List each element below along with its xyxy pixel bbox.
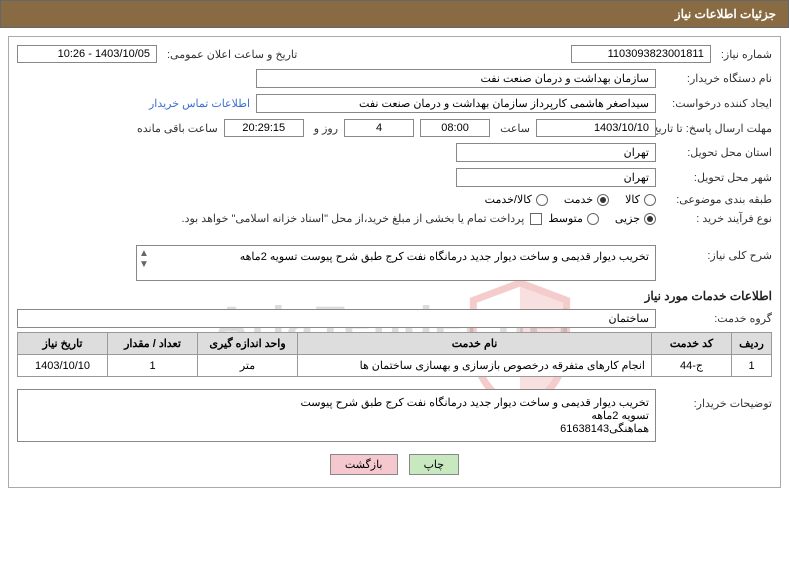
row-category: طبقه بندی موضوعی: کالا خدمت کالا/خدمت — [17, 193, 772, 206]
buyer-notes-line1: تخریب دیوار قدیمی و ساخت دیوار جدید درما… — [24, 396, 649, 409]
row-need-desc: شرح کلی نیاز: ▲▼ تخریب دیوار قدیمی و ساخ… — [17, 245, 772, 281]
row-buyer-org: نام دستگاه خریدار: سازمان بهداشت و درمان… — [17, 69, 772, 88]
row-buyer-notes: توضیحات خریدار: تخریب دیوار قدیمی و ساخت… — [17, 383, 772, 442]
treasury-checkbox[interactable] — [530, 213, 542, 225]
buyer-org-label: نام دستگاه خریدار: — [662, 72, 772, 85]
deadline-label: مهلت ارسال پاسخ: تا تاریخ: — [662, 122, 772, 135]
radio-medium-label: متوسط — [548, 212, 583, 225]
print-button[interactable]: چاپ — [409, 454, 460, 475]
city-label: شهر محل تحویل: — [662, 171, 772, 184]
page-title: جزئیات اطلاعات نیاز — [675, 7, 776, 21]
radio-icon — [597, 194, 609, 206]
province-label: استان محل تحویل: — [662, 146, 772, 159]
row-province: استان محل تحویل: تهران — [17, 143, 772, 162]
announce-date-field: 1403/10/05 - 10:26 — [17, 45, 157, 63]
back-button[interactable]: بازگشت — [330, 454, 398, 475]
deadline-time-field: 08:00 — [420, 119, 490, 137]
th-qty: تعداد / مقدار — [108, 333, 198, 355]
province-field: تهران — [456, 143, 656, 162]
radio-icon — [536, 194, 548, 206]
th-name: نام خدمت — [298, 333, 652, 355]
cell-unit: متر — [198, 355, 298, 377]
th-date: تاریخ نیاز — [18, 333, 108, 355]
main-panel: AriaTender.net شماره نیاز: 1103093823001… — [8, 36, 781, 488]
cell-name: انجام کارهای متفرقه درخصوص بازسازی و بهس… — [298, 355, 652, 377]
table-header-row: ردیف کد خدمت نام خدمت واحد اندازه گیری ت… — [18, 333, 772, 355]
announce-date-label: تاریخ و ساعت اعلان عمومی: — [163, 48, 297, 61]
row-requester: ایجاد کننده درخواست: سیداصغر هاشمی کارپر… — [17, 94, 772, 113]
buyer-notes-field: تخریب دیوار قدیمی و ساخت دیوار جدید درما… — [17, 389, 656, 442]
buyer-contact-link[interactable]: اطلاعات تماس خریدار — [149, 97, 250, 110]
row-service-group: گروه خدمت: ساختمان — [17, 309, 772, 328]
radio-icon — [587, 213, 599, 225]
cell-row: 1 — [732, 355, 772, 377]
th-code: کد خدمت — [652, 333, 732, 355]
radio-goods-label: کالا — [625, 193, 640, 206]
service-group-field: ساختمان — [17, 309, 656, 328]
cell-date: 1403/10/10 — [18, 355, 108, 377]
th-unit: واحد اندازه گیری — [198, 333, 298, 355]
table-row: 1 ج-44 انجام کارهای متفرقه درخصوص بازساز… — [18, 355, 772, 377]
row-city: شهر محل تحویل: تهران — [17, 168, 772, 187]
need-desc-field: ▲▼ تخریب دیوار قدیمی و ساخت دیوار جدید د… — [136, 245, 656, 281]
row-need-number: شماره نیاز: 1103093823001811 تاریخ و ساع… — [17, 45, 772, 63]
buyer-org-field: سازمان بهداشت و درمان صنعت نفت — [256, 69, 656, 88]
need-desc-label: شرح کلی نیاز: — [662, 245, 772, 262]
category-label: طبقه بندی موضوعی: — [662, 193, 772, 206]
requester-label: ایجاد کننده درخواست: — [662, 97, 772, 110]
radio-partial-label: جزیی — [615, 212, 640, 225]
page-header: جزئیات اطلاعات نیاز — [0, 0, 789, 28]
buyer-notes-line2: تسویه 2ماهه — [24, 409, 649, 422]
services-table: ردیف کد خدمت نام خدمت واحد اندازه گیری ت… — [17, 332, 772, 377]
need-number-field: 1103093823001811 — [571, 45, 711, 63]
buyer-notes-line3: هماهنگی61638143 — [24, 422, 649, 435]
days-and-label: روز و — [310, 122, 338, 135]
time-label: ساعت — [496, 122, 530, 135]
need-number-label: شماره نیاز: — [717, 48, 772, 61]
remaining-label: ساعت باقی مانده — [133, 122, 218, 135]
service-group-label: گروه خدمت: — [662, 312, 772, 325]
radio-goods-service-label: کالا/خدمت — [485, 193, 532, 206]
cell-qty: 1 — [108, 355, 198, 377]
cell-code: ج-44 — [652, 355, 732, 377]
radio-service-label: خدمت — [564, 193, 593, 206]
scroll-icon[interactable]: ▲▼ — [139, 248, 149, 270]
need-desc-text: تخریب دیوار قدیمی و ساخت دیوار جدید درما… — [240, 251, 649, 263]
days-field: 4 — [344, 119, 414, 137]
treasury-note: پرداخت تمام یا بخشی از مبلغ خرید،از محل … — [178, 212, 525, 225]
services-section-title: اطلاعات خدمات مورد نیاز — [17, 289, 772, 303]
radio-goods-service[interactable]: کالا/خدمت — [485, 193, 548, 206]
countdown-field: 20:29:15 — [224, 119, 304, 137]
radio-goods[interactable]: کالا — [625, 193, 656, 206]
radio-medium[interactable]: متوسط — [548, 212, 599, 225]
radio-service[interactable]: خدمت — [564, 193, 609, 206]
deadline-date-field: 1403/10/10 — [536, 119, 656, 137]
row-deadline: مهلت ارسال پاسخ: تا تاریخ: 1403/10/10 سا… — [17, 119, 772, 137]
th-row: ردیف — [732, 333, 772, 355]
row-process-type: نوع فرآیند خرید : جزیی متوسط پرداخت تمام… — [17, 212, 772, 225]
buyer-notes-label: توضیحات خریدار: — [662, 383, 772, 410]
process-type-label: نوع فرآیند خرید : — [662, 212, 772, 225]
city-field: تهران — [456, 168, 656, 187]
radio-partial[interactable]: جزیی — [615, 212, 656, 225]
button-row: چاپ بازگشت — [17, 454, 772, 475]
requester-field: سیداصغر هاشمی کارپرداز سازمان بهداشت و د… — [256, 94, 656, 113]
radio-icon — [644, 194, 656, 206]
radio-icon — [644, 213, 656, 225]
